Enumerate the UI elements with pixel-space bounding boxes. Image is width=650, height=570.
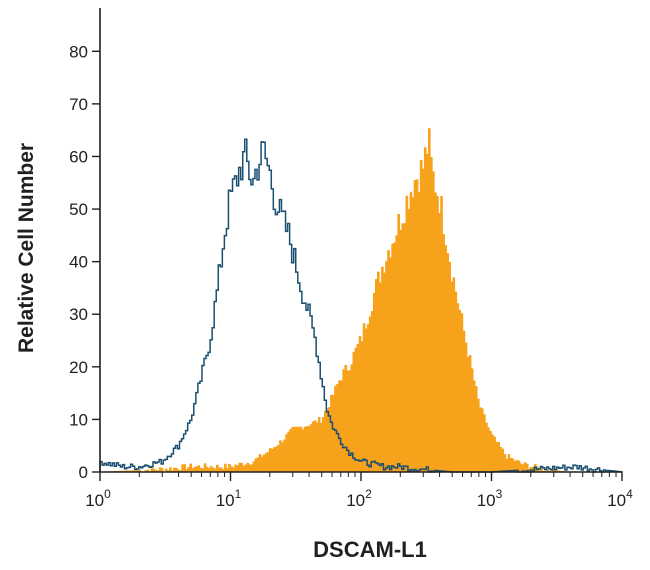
y-tick-label: 20 bbox=[69, 358, 88, 377]
x-tick-base: 10 bbox=[346, 491, 365, 510]
filled-histogram bbox=[99, 128, 622, 473]
y-tick-label: 10 bbox=[69, 410, 88, 429]
outline-histogram bbox=[99, 138, 623, 473]
y-tick-label: 30 bbox=[69, 305, 88, 324]
y-tick-label: 80 bbox=[69, 42, 88, 61]
x-tick-label: 102 bbox=[346, 487, 372, 510]
x-tick-base: 10 bbox=[216, 491, 235, 510]
y-tick-label: 40 bbox=[69, 253, 88, 272]
x-tick-exponent: 0 bbox=[104, 487, 111, 501]
y-tick-label: 60 bbox=[69, 147, 88, 166]
x-tick-label: 100 bbox=[85, 487, 111, 510]
x-tick-label: 101 bbox=[216, 487, 242, 510]
series-layer bbox=[99, 128, 623, 473]
x-tick-label: 104 bbox=[607, 487, 633, 510]
x-axis-title: DSCAM-L1 bbox=[313, 537, 427, 562]
x-tick-base: 10 bbox=[477, 491, 496, 510]
y-tick-label: 0 bbox=[79, 463, 88, 482]
x-tick-exponent: 3 bbox=[496, 487, 503, 501]
x-tick-exponent: 1 bbox=[235, 487, 242, 501]
y-ticks: 0 10 20 30 40 50 60 70 80 bbox=[69, 42, 100, 482]
x-tick-exponent: 4 bbox=[626, 487, 633, 501]
y-axis-title: Relative Cell Number bbox=[15, 143, 38, 353]
y-tick-label: 50 bbox=[69, 200, 88, 219]
x-tick-exponent: 2 bbox=[365, 487, 372, 501]
x-tick-base: 10 bbox=[607, 491, 626, 510]
x-tick-label: 103 bbox=[477, 487, 503, 510]
x-ticks: 100 101 102 103 104 bbox=[85, 472, 633, 510]
y-tick-label: 70 bbox=[69, 95, 88, 114]
x-tick-base: 10 bbox=[85, 491, 104, 510]
